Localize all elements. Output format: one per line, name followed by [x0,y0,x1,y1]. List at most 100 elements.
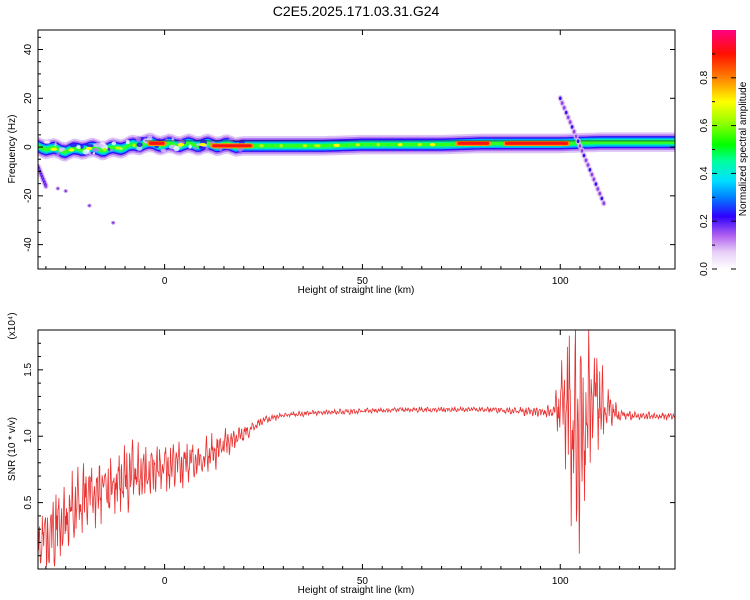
colorbar-tick-label: 0.0 [699,262,710,276]
spectral-noise-blob [147,135,153,141]
ridge-knot [314,144,321,148]
snr-y-tick-label: 1.5 [23,362,34,376]
spectral-noise-blob [125,139,130,145]
ridge-knot [177,143,185,147]
ridge-knot [132,143,136,147]
spectrogram-y-tick-label: -40 [23,237,34,252]
spectral-noise-blob [111,141,117,146]
spectral-noise-blob [79,144,84,150]
ridge-strong-segment [504,141,569,145]
branch-point [596,187,600,191]
snr-y-axis-label: SNR (10 * v/v) [7,417,18,481]
spectral-noise-blob [160,148,167,153]
snr-scale-label: (x10⁴) [7,312,18,339]
spectral-noise-blob [88,151,91,155]
branch-point [586,163,590,167]
spectral-noise-blob [165,138,168,142]
spectrogram-y-tick-label: -20 [23,188,34,203]
spectral-noise-blob [69,142,78,148]
spectrogram-y-tick-label: 40 [23,44,34,56]
branch-point [580,148,584,153]
colorbar-tick-label: 0.6 [699,118,710,132]
ridge-strong-segment [212,144,252,148]
branch-point [578,144,582,148]
ridge-knot [199,143,207,147]
spectrogram-y-axis-label: Frequency (Hz) [7,115,18,184]
spectral-noise-blob [107,147,111,151]
spectral-noise-blob [43,140,51,144]
spectral-noise-blob [194,146,197,150]
branch-point [572,129,576,134]
ridge-knot [115,146,122,150]
spectral-noise-blob [86,144,94,148]
spectral-noise-blob [171,137,175,142]
ridge-strong-segment [457,141,490,145]
branch-point [602,201,606,205]
spectrogram-x-axis-label: Height of straight line (km) [298,285,415,296]
branch-point [588,168,592,172]
figure-title: C2E5.2025.171.03.31.G24 [273,3,440,19]
colorbar-tick-label: 0.2 [699,214,710,228]
spectrogram-y-tick-label: 0 [23,144,34,150]
ridge-knot [102,147,107,152]
spectral-noise-blob [158,138,161,142]
scattered-point-core [64,190,67,192]
colorbar: 0.0 0.2 0.4 0.6 0.8 Normalized spectral ampl… [699,30,749,276]
ridge-knot [417,143,422,147]
branch-point [559,96,562,101]
branch-point [562,106,566,110]
ridge-knot [50,147,58,151]
branch-point [576,139,580,143]
spectral-noise-blob [92,151,95,155]
spectrogram-y-tick-label: 20 [23,92,34,104]
snr-x-axis-label: Height of straight line (km) [298,585,415,596]
snr-panel: 0 50 100 0.5 1.0 1.5 Height of straight line … [7,312,676,596]
scattered-point-core [88,204,91,207]
spectral-noise-blob [173,145,180,152]
spectrogram-panel: 0 50 100 40 20 0 -20 -40 Height of straight lin… [7,29,676,296]
spectrogram-x-tick-label: 100 [552,276,569,287]
branch-point [594,182,598,186]
spectral-noise-blob [54,142,57,147]
branch-point [582,153,586,158]
ridge-knot [397,143,403,147]
colorbar-tick-label: 0.4 [699,166,710,180]
scattered-point-core [56,187,59,190]
spectral-noise-blob [93,143,102,148]
spectrogram-x-tick-label: 50 [357,276,369,287]
branch-point [590,172,594,177]
branch-point [598,191,602,196]
ridge-strong-segment [148,141,165,145]
spectral-noise-blob [136,142,143,148]
branch-point [570,125,574,129]
ridge-knot [429,143,436,147]
spectral-noise-blob [56,151,60,157]
branch-point [592,177,596,182]
spectrogram-x-tick-label: 0 [162,276,168,287]
ridge-knot [279,144,283,148]
spectral-noise-blob [92,147,100,152]
ridge-knot [376,143,380,147]
ridge-knot [68,148,75,152]
spectral-noise-blob [76,145,81,150]
branch-point [566,115,570,120]
snr-x-tick-label: 100 [552,576,569,587]
branch-point [564,110,568,115]
snr-y-tick-label: 0.5 [23,495,34,509]
snr-series-line [38,330,675,567]
branch-point [560,101,564,105]
spectrogram-frame [37,29,676,270]
spectral-noise-blob [135,136,141,142]
ridge-knot [86,146,93,151]
colorbar-tick-label: 0.8 [699,70,710,84]
snr-x-tick-label: 0 [162,576,168,587]
spectral-noise-blob [58,147,66,151]
branch-point [568,120,572,124]
spectral-noise-blob [209,141,215,144]
branch-point [584,158,588,163]
colorbar-gradient [712,30,736,269]
scattered-point-core [112,221,115,224]
spectral-noise-blob [228,137,234,142]
ridge-knot [333,143,341,147]
